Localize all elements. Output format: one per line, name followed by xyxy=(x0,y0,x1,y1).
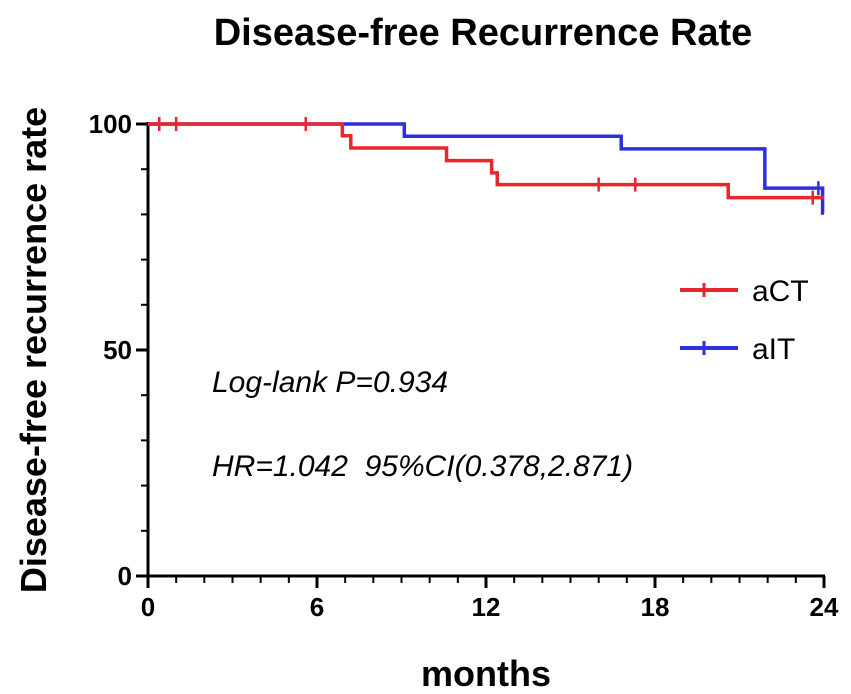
x-tick-label: 0 xyxy=(141,592,155,622)
chart-title: Disease-free Recurrence Rate xyxy=(214,12,753,54)
x-tick-label: 6 xyxy=(310,592,324,622)
y-tick-label: 100 xyxy=(89,109,132,139)
series-line-act xyxy=(148,122,824,200)
series-line-ait xyxy=(148,122,825,215)
legend-label-ait: aIT xyxy=(752,333,795,366)
y-tick-label: 50 xyxy=(103,335,132,365)
x-tick-label: 24 xyxy=(810,592,839,622)
x-tick-label: 12 xyxy=(472,592,501,622)
y-tick-label: 0 xyxy=(118,561,132,591)
x-axis-title: months xyxy=(421,653,551,694)
hr-annotation: HR=1.042 95%CI(0.378,2.871) xyxy=(212,450,633,483)
legend: aCT aIT xyxy=(680,275,809,366)
legend-item-act: aCT xyxy=(680,275,809,308)
x-tick-label: 18 xyxy=(641,592,670,622)
legend-item-ait: aIT xyxy=(680,333,795,366)
axes: 0 50 100 0 6 12 18 24 xyxy=(89,109,839,622)
series-layer xyxy=(148,117,825,215)
legend-label-act: aCT xyxy=(752,275,809,308)
y-axis-title: Disease-free recurrence rate xyxy=(13,107,54,593)
logrank-annotation: Log-lank P=0.934 xyxy=(212,366,448,399)
